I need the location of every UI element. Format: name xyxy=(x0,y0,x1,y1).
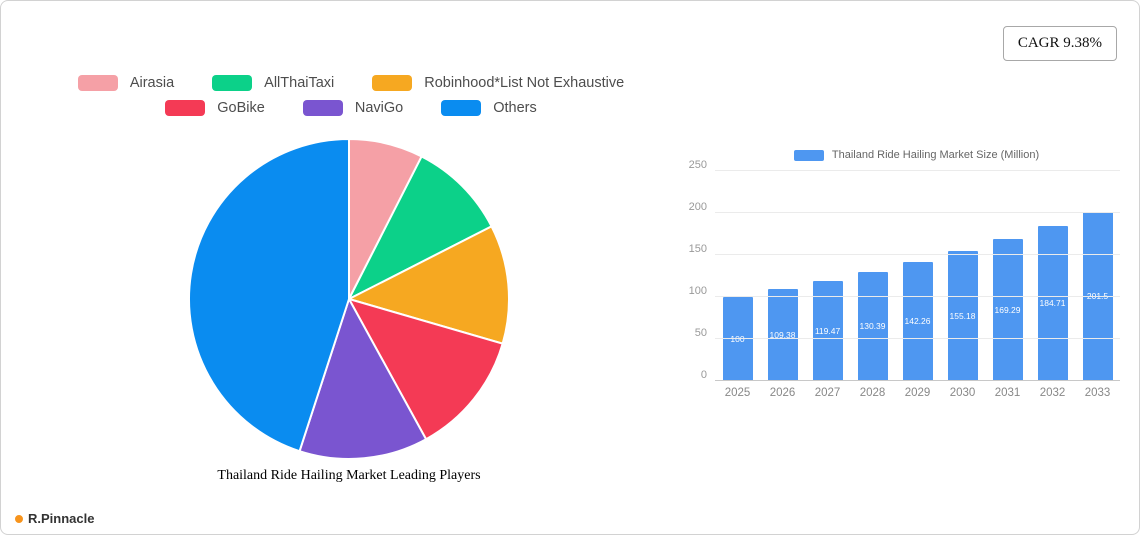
gridline xyxy=(715,170,1120,171)
bar-value-label: 100 xyxy=(730,334,745,344)
bar-value-label: 155.18 xyxy=(949,310,976,321)
bar-chart-legend: Thailand Ride Hailing Market Size (Milli… xyxy=(713,149,1120,161)
legend-label: Others xyxy=(493,100,537,116)
legend-label: GoBike xyxy=(217,100,265,116)
bar-2028[interactable]: 130.39 xyxy=(857,271,888,381)
pie-slice-AllThaiTaxi[interactable] xyxy=(346,155,493,302)
legend-swatch xyxy=(212,75,253,91)
bars-row: 100 109.38 119.47 130.39 142.26 155.18 169.29 1… xyxy=(715,171,1120,381)
y-tick-label: 200 xyxy=(688,200,707,213)
bar-chart-plot: 100 109.38 119.47 130.39 142.26 155.18 169.29 1… xyxy=(689,159,1120,381)
bar-value-label: 184.71 xyxy=(1039,298,1066,309)
gridline xyxy=(715,338,1120,339)
bar-chart-x-axis: 2025 2026 2027 2028 2029 2030 2031 2032 2033 xyxy=(715,387,1120,399)
x-tick-label-2032: 2032 xyxy=(1039,387,1066,399)
legend-swatch xyxy=(165,100,206,116)
bar-value-label: 109.38 xyxy=(769,330,796,341)
x-tick-label-2029: 2029 xyxy=(904,387,931,399)
brand-logo-icon xyxy=(15,514,23,523)
y-tick-label: 150 xyxy=(688,242,707,255)
x-tick-label-2026: 2026 xyxy=(769,387,796,399)
x-tick-label-2033: 2033 xyxy=(1084,387,1111,399)
bar-2026[interactable]: 109.38 xyxy=(767,289,798,381)
bar-value-label: 130.39 xyxy=(859,321,886,332)
legend-swatch xyxy=(77,75,118,91)
x-tick-label-2027: 2027 xyxy=(814,387,841,399)
gridline xyxy=(715,212,1120,213)
y-tick-label: 0 xyxy=(700,368,707,381)
legend-label: Robinhood*List Not Exhaustive xyxy=(424,75,625,91)
pie-legend: Airasia AllThaiTaxi Robinhood*List Not Exh… xyxy=(41,75,661,116)
x-tick-label-2025: 2025 xyxy=(724,387,751,399)
pie-slice-Others[interactable] xyxy=(188,137,350,453)
legend-label: AllThaiTaxi xyxy=(264,75,335,91)
cagr-badge: CAGR 9.38% xyxy=(1002,26,1117,61)
gridline xyxy=(715,254,1120,255)
bar-2032[interactable]: 184.71 xyxy=(1037,225,1068,381)
brand-name: R.Pinnacle xyxy=(28,511,95,526)
pie-legend-row: GoBike NaviGo Others xyxy=(41,100,661,116)
bar-value-label: 119.47 xyxy=(814,325,841,336)
pie-chart[interactable] xyxy=(187,137,511,461)
bar-value-label: 142.26 xyxy=(904,316,931,327)
pie-chart-title: Thailand Ride Hailing Market Leading Pla… xyxy=(217,468,481,483)
pie-slice-NaviGo[interactable] xyxy=(298,296,428,460)
legend-swatch xyxy=(441,100,482,116)
bar-2030[interactable]: 155.18 xyxy=(947,250,978,381)
bar-2031[interactable]: 169.29 xyxy=(992,238,1023,381)
y-tick-label: 50 xyxy=(694,326,707,339)
pie-slice-GoBike[interactable] xyxy=(346,297,504,441)
legend-item-NaviGo[interactable]: NaviGo xyxy=(302,100,404,116)
pie-slice-Robinhood*List Not Exhaustive[interactable] xyxy=(346,225,510,345)
bar-legend-swatch xyxy=(793,149,824,161)
x-axis-line xyxy=(715,380,1120,381)
y-tick-label: 250 xyxy=(688,158,707,171)
pie-legend-row: Airasia AllThaiTaxi Robinhood*List Not Exh… xyxy=(41,75,661,91)
bar-2025[interactable]: 100 xyxy=(722,297,753,381)
legend-item-Others[interactable]: Others xyxy=(441,100,537,116)
bar-value-label: 169.29 xyxy=(994,304,1021,315)
legend-item-Airasia[interactable]: Airasia xyxy=(77,75,175,91)
legend-item-GoBike[interactable]: GoBike xyxy=(165,100,265,116)
x-tick-label-2028: 2028 xyxy=(859,387,886,399)
legend-label: NaviGo xyxy=(354,100,404,116)
legend-swatch xyxy=(372,75,413,91)
legend-item-AllThaiTaxi[interactable]: AllThaiTaxi xyxy=(212,75,334,91)
bar-2027[interactable]: 119.47 xyxy=(812,280,843,381)
legend-label: Airasia xyxy=(129,75,175,91)
bar-legend-label: Thailand Ride Hailing Market Size (Milli… xyxy=(831,149,1040,161)
x-tick-label-2031: 2031 xyxy=(994,387,1021,399)
y-tick-label: 100 xyxy=(688,284,707,297)
brand: R.Pinnacle xyxy=(15,511,94,526)
x-tick-label-2030: 2030 xyxy=(949,387,976,399)
gridline xyxy=(715,296,1120,297)
legend-swatch xyxy=(302,100,343,116)
bar-2029[interactable]: 142.26 xyxy=(902,261,933,381)
legend-item-Robinhood*List Not Exhaustive[interactable]: Robinhood*List Not Exhaustive xyxy=(372,75,624,91)
